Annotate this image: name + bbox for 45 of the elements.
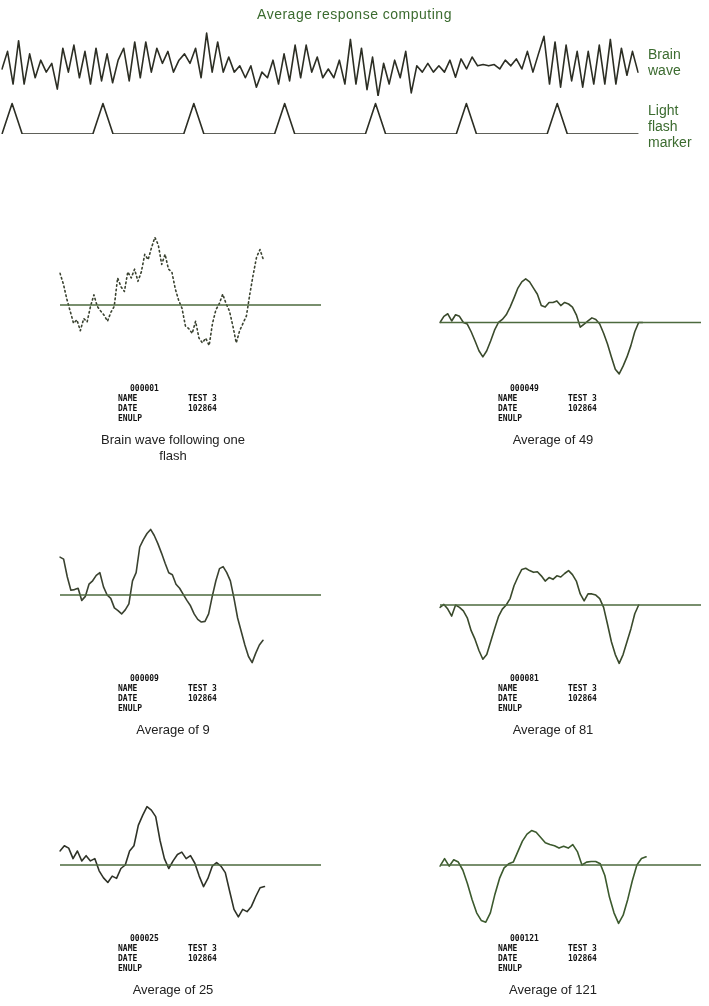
text: ENULP (118, 704, 144, 714)
text: 000049 (509, 384, 540, 394)
text: TEST 3 (568, 684, 598, 694)
x-axis-title: Brain wave following one flash (100, 432, 246, 464)
text: ENULP (498, 964, 524, 974)
text: 000121 (509, 934, 540, 944)
text: NAME (498, 684, 519, 694)
text: TEST 3 (188, 684, 218, 694)
text: ENULP (498, 704, 524, 714)
chart-title: Average response computing (256, 6, 453, 22)
text: NAME (118, 394, 139, 404)
text: DATE (498, 954, 519, 964)
text: NAME (118, 684, 139, 694)
text: DATE (118, 694, 139, 704)
text: 102864 (568, 694, 598, 704)
text: ENULP (118, 964, 144, 974)
x-axis-title: Average of 9 (135, 722, 211, 738)
text: DATE (498, 404, 519, 414)
text: DATE (118, 404, 139, 414)
x-axis-title: Average of 49 (511, 432, 595, 448)
text: NAME (118, 944, 139, 954)
text: NAME (498, 944, 519, 954)
text: DATE (498, 694, 519, 704)
text: 000009 (129, 674, 160, 684)
text: TEST 3 (188, 944, 218, 954)
text: 102864 (568, 954, 598, 964)
text: TEST 3 (568, 944, 598, 954)
text: 102864 (188, 404, 218, 414)
text: TEST 3 (188, 394, 218, 404)
text: 102864 (188, 954, 218, 964)
x-axis-title: Average of 25 (131, 982, 215, 998)
text: ENULP (118, 414, 144, 424)
x-axis-title: Average of 121 (508, 982, 598, 998)
text: NAME (498, 394, 519, 404)
text: ENULP (498, 414, 524, 424)
text: DATE (118, 954, 139, 964)
series-label: Brain wave (648, 46, 682, 78)
text: 000081 (509, 674, 540, 684)
text: 102864 (568, 404, 598, 414)
text: TEST 3 (568, 394, 598, 404)
series-label: Light flash marker (648, 102, 693, 150)
x-axis-title: Average of 81 (511, 722, 595, 738)
text: 000001 (129, 384, 160, 394)
text: 102864 (188, 694, 218, 704)
text: 000025 (129, 934, 160, 944)
